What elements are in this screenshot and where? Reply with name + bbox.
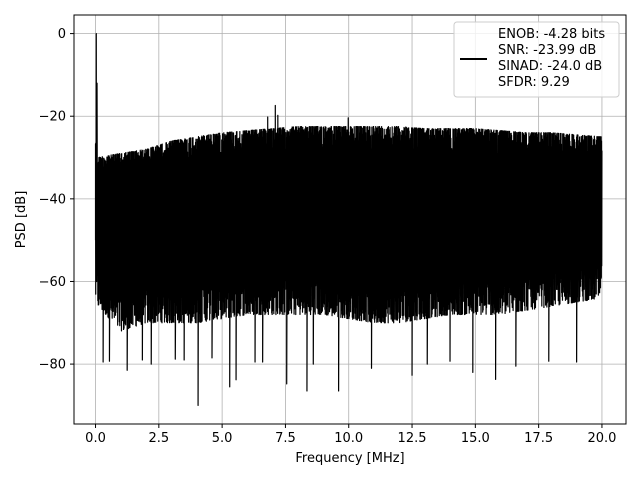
x-tick-label: 20.0 xyxy=(587,431,616,446)
x-tick-label: 7.5 xyxy=(275,431,296,446)
legend-box xyxy=(453,21,620,98)
axis-ticks: 0.0 2.5 5.0 7.5 10.0 12.5 15.0 17.5 20.0 0 −20 −40 −… xyxy=(39,27,617,446)
y-tick-label: 0 xyxy=(58,27,66,42)
axes-frame xyxy=(73,14,627,425)
y-axis-label: PSD [dB] xyxy=(14,191,29,249)
x-tick-label: 15.0 xyxy=(461,431,490,446)
legend-entry: ENOB: -4.28 bits xyxy=(498,27,605,42)
y-tick-label: −60 xyxy=(39,275,66,290)
x-tick-label: 5.0 xyxy=(212,431,233,446)
x-tick-label: 0.0 xyxy=(85,431,106,446)
x-tick-label: 12.5 xyxy=(398,431,427,446)
legend-entry: SNR: -23.99 dB xyxy=(498,43,596,58)
x-axis-label: Frequency [MHz] xyxy=(295,451,404,466)
psd-trace xyxy=(94,32,603,407)
legend-entry: SFDR: 9.29 xyxy=(498,75,570,90)
legend-entry: SINAD: -24.0 dB xyxy=(498,59,602,74)
x-tick-label: 17.5 xyxy=(524,431,553,446)
y-tick-label: −20 xyxy=(39,110,66,125)
y-tick-label: −40 xyxy=(39,192,66,207)
y-tick-label: −80 xyxy=(39,358,66,373)
x-tick-label: 10.0 xyxy=(334,431,363,446)
psd-series xyxy=(94,32,603,407)
x-tick-label: 2.5 xyxy=(148,431,169,446)
